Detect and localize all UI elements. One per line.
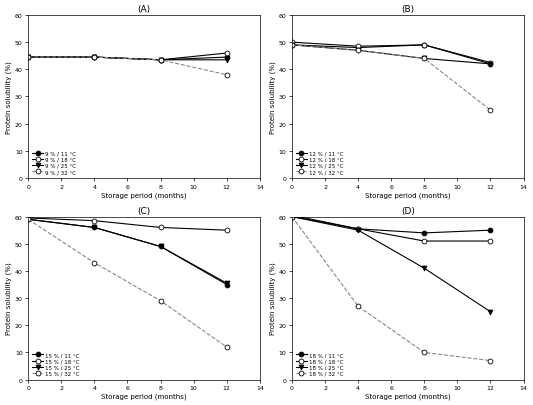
12 % / 32 °C: [355, 49, 361, 53]
18 % / 18 °C: [289, 213, 295, 218]
Text: (A): (A): [138, 5, 151, 14]
X-axis label: Storage period (months): Storage period (months): [101, 192, 187, 198]
Line: 9 % / 18 °C: 9 % / 18 °C: [26, 51, 229, 63]
18 % / 11 °C: [421, 231, 427, 236]
18 % / 18 °C: [355, 227, 361, 232]
9 % / 18 °C: [157, 58, 164, 63]
9 % / 11 °C: [157, 58, 164, 63]
15 % / 25 °C: [25, 217, 31, 222]
18 % / 25 °C: [487, 309, 494, 314]
15 % / 32 °C: [157, 298, 164, 303]
Legend: 12 % / 11 °C, 12 % / 18 °C, 12 % / 25 °C, 12 % / 32 °C: 12 % / 11 °C, 12 % / 18 °C, 12 % / 25 °C…: [295, 150, 345, 176]
15 % / 32 °C: [223, 345, 230, 350]
12 % / 11 °C: [355, 46, 361, 51]
12 % / 32 °C: [289, 43, 295, 48]
9 % / 11 °C: [223, 55, 230, 60]
9 % / 25 °C: [91, 55, 98, 60]
18 % / 32 °C: [289, 215, 295, 220]
Line: 9 % / 11 °C: 9 % / 11 °C: [26, 55, 229, 63]
9 % / 18 °C: [223, 51, 230, 56]
9 % / 32 °C: [25, 55, 31, 60]
18 % / 25 °C: [421, 266, 427, 271]
12 % / 32 °C: [421, 57, 427, 62]
15 % / 11 °C: [223, 282, 230, 287]
18 % / 11 °C: [487, 228, 494, 233]
15 % / 18 °C: [223, 228, 230, 233]
Line: 18 % / 32 °C: 18 % / 32 °C: [289, 215, 493, 363]
15 % / 11 °C: [91, 226, 98, 230]
Legend: 15 % / 11 °C, 15 % / 18 °C, 15 % / 25 °C, 15 % / 32 °C: 15 % / 11 °C, 15 % / 18 °C, 15 % / 25 °C…: [31, 352, 81, 377]
Line: 12 % / 25 °C: 12 % / 25 °C: [289, 43, 493, 67]
12 % / 18 °C: [421, 43, 427, 48]
9 % / 32 °C: [91, 55, 98, 60]
Legend: 9 % / 11 °C, 9 % / 18 °C, 9 % / 25 °C, 9 % / 32 °C: 9 % / 11 °C, 9 % / 18 °C, 9 % / 25 °C, 9…: [31, 150, 78, 176]
9 % / 18 °C: [91, 55, 98, 60]
15 % / 11 °C: [157, 245, 164, 249]
12 % / 11 °C: [289, 43, 295, 48]
18 % / 25 °C: [355, 228, 361, 233]
X-axis label: Storage period (months): Storage period (months): [101, 393, 187, 399]
15 % / 32 °C: [25, 217, 31, 222]
Text: (D): (D): [401, 207, 415, 215]
12 % / 11 °C: [421, 43, 427, 48]
9 % / 32 °C: [223, 73, 230, 78]
Line: 15 % / 25 °C: 15 % / 25 °C: [26, 217, 229, 286]
18 % / 25 °C: [289, 215, 295, 220]
9 % / 18 °C: [25, 55, 31, 60]
Line: 15 % / 32 °C: 15 % / 32 °C: [26, 217, 229, 350]
X-axis label: Storage period (months): Storage period (months): [365, 393, 450, 399]
12 % / 18 °C: [289, 40, 295, 45]
12 % / 25 °C: [355, 49, 361, 53]
Text: (B): (B): [401, 5, 414, 14]
Y-axis label: Protein solubility (%): Protein solubility (%): [269, 61, 276, 134]
9 % / 11 °C: [25, 55, 31, 60]
Text: (C): (C): [138, 207, 151, 215]
9 % / 25 °C: [25, 55, 31, 60]
Line: 12 % / 18 °C: 12 % / 18 °C: [289, 40, 493, 66]
Y-axis label: Protein solubility (%): Protein solubility (%): [5, 262, 12, 335]
12 % / 25 °C: [421, 57, 427, 62]
18 % / 11 °C: [289, 215, 295, 220]
15 % / 25 °C: [157, 245, 164, 249]
Legend: 18 % / 11 °C, 18 % / 18 °C, 18 % / 25 °C, 18 % / 32 °C: 18 % / 11 °C, 18 % / 18 °C, 18 % / 25 °C…: [295, 352, 345, 377]
Line: 18 % / 25 °C: 18 % / 25 °C: [289, 215, 493, 314]
Line: 12 % / 11 °C: 12 % / 11 °C: [289, 43, 493, 67]
Y-axis label: Protein solubility (%): Protein solubility (%): [5, 61, 12, 134]
18 % / 11 °C: [355, 227, 361, 232]
X-axis label: Storage period (months): Storage period (months): [365, 192, 450, 198]
12 % / 18 °C: [355, 45, 361, 49]
12 % / 25 °C: [487, 62, 494, 67]
15 % / 18 °C: [157, 226, 164, 230]
Line: 15 % / 11 °C: 15 % / 11 °C: [26, 217, 229, 287]
Line: 18 % / 18 °C: 18 % / 18 °C: [289, 213, 493, 244]
12 % / 18 °C: [487, 61, 494, 66]
Y-axis label: Protein solubility (%): Protein solubility (%): [269, 262, 276, 335]
15 % / 18 °C: [25, 216, 31, 221]
Line: 9 % / 32 °C: 9 % / 32 °C: [26, 55, 229, 78]
9 % / 25 °C: [223, 58, 230, 63]
9 % / 11 °C: [91, 55, 98, 60]
9 % / 25 °C: [157, 58, 164, 63]
18 % / 32 °C: [421, 350, 427, 355]
15 % / 11 °C: [25, 217, 31, 222]
18 % / 32 °C: [487, 358, 494, 363]
15 % / 25 °C: [223, 281, 230, 286]
Line: 15 % / 18 °C: 15 % / 18 °C: [26, 216, 229, 233]
15 % / 32 °C: [91, 261, 98, 266]
12 % / 11 °C: [487, 62, 494, 67]
18 % / 18 °C: [487, 239, 494, 244]
Line: 9 % / 25 °C: 9 % / 25 °C: [26, 55, 229, 63]
15 % / 18 °C: [91, 219, 98, 224]
18 % / 32 °C: [355, 304, 361, 309]
18 % / 18 °C: [421, 239, 427, 244]
9 % / 32 °C: [157, 58, 164, 63]
15 % / 25 °C: [91, 226, 98, 230]
12 % / 32 °C: [487, 109, 494, 113]
Line: 12 % / 32 °C: 12 % / 32 °C: [289, 43, 493, 113]
Line: 18 % / 11 °C: 18 % / 11 °C: [289, 215, 493, 236]
12 % / 25 °C: [289, 43, 295, 48]
